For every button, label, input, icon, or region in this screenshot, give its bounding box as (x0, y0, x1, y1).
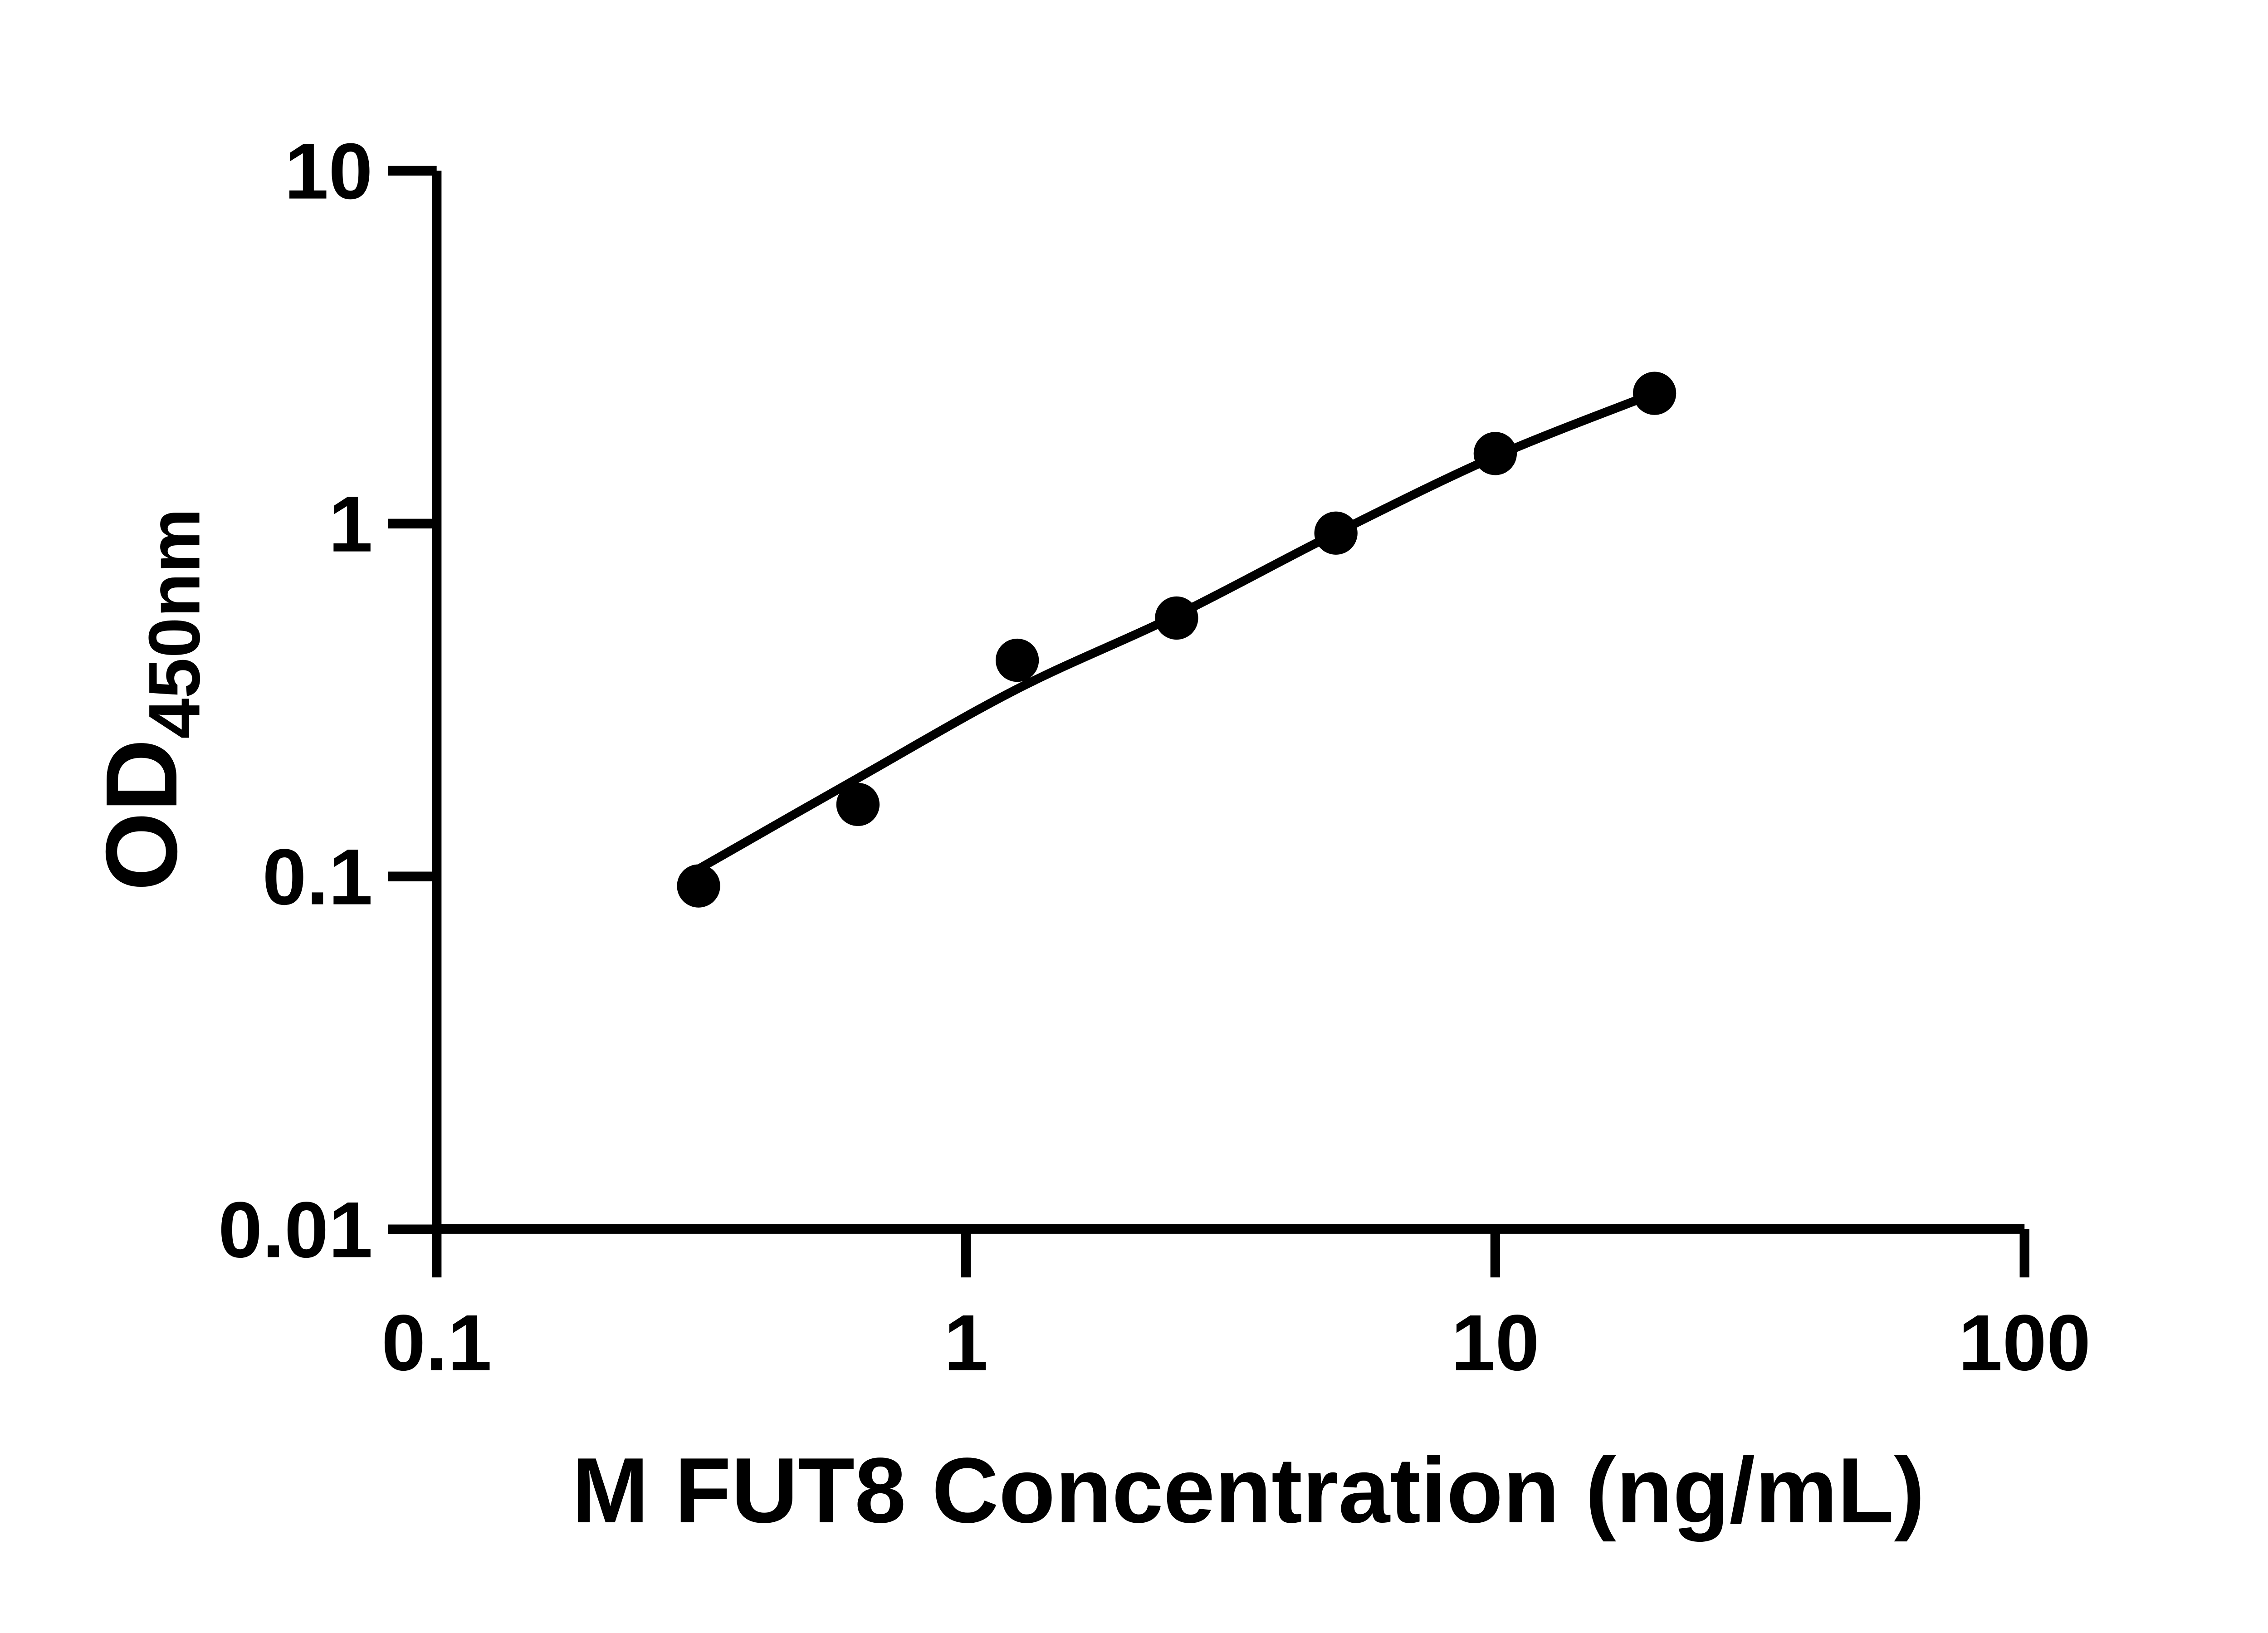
x-axis-title: M FUT8 Concentration (ng/mL) (572, 1439, 1925, 1542)
y-axis-title-main: OD (85, 739, 198, 891)
data-points (677, 372, 1677, 908)
data-point (995, 638, 1039, 682)
y-axis-title: OD450nm (85, 508, 215, 891)
y-tick-label: 1 (328, 480, 372, 569)
y-axis-title-subscript: 450nm (134, 508, 215, 738)
x-axis-ticks: 0.1 1 10 100 (381, 1229, 2091, 1387)
y-tick-label: 0.01 (218, 1186, 373, 1274)
y-axis-ticks: 10 1 0.1 0.01 (218, 127, 437, 1274)
data-point (677, 864, 720, 908)
x-tick-label: 1 (944, 1299, 988, 1387)
x-tick-label: 100 (1958, 1299, 2091, 1387)
data-point (1473, 432, 1517, 475)
x-tick-label: 10 (1451, 1299, 1540, 1387)
data-point (1314, 511, 1358, 555)
data-point (1155, 596, 1198, 640)
chart-background (0, 22, 2268, 1611)
x-tick-label: 0.1 (381, 1299, 492, 1387)
data-point (836, 782, 880, 826)
data-point (1633, 372, 1677, 415)
y-tick-label: 0.1 (262, 833, 372, 922)
y-tick-label: 10 (284, 127, 373, 216)
